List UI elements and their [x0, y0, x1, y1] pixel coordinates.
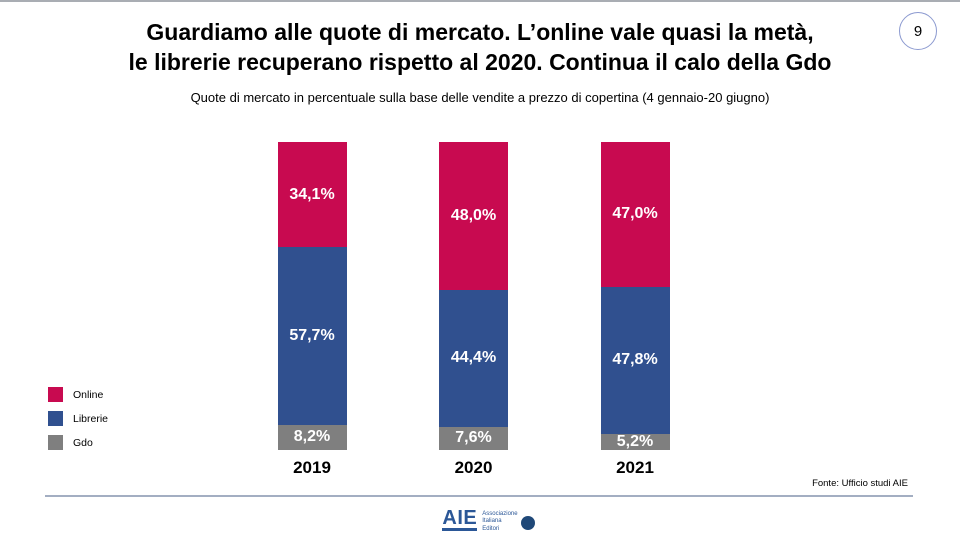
bar-2021: 47,0% 47,8% 5,2%	[600, 142, 670, 450]
bar-value-label-online-2020: 48,0%	[450, 206, 497, 224]
page-number-badge: 9	[899, 12, 937, 50]
legend-label-gdo: Gdo	[73, 436, 93, 449]
bar-2019: 34,1% 57,7% 8,2%	[277, 142, 347, 450]
aie-logo-name: Associazione Italiana Editori	[482, 510, 517, 533]
page-number: 9	[913, 22, 923, 40]
footer: AIE Associazione Italiana Editori	[0, 507, 960, 533]
bar-segment-librerie-2019: 57,7%	[277, 247, 347, 425]
aie-logo-acronym-block: AIE	[442, 507, 478, 531]
bar-segment-librerie-2021: 47,8%	[600, 286, 670, 434]
axis-category-label-2019: 2019	[293, 458, 331, 477]
bottom-divider	[45, 495, 913, 497]
bar-segment-gdo-2020: 7,6%	[439, 426, 508, 450]
chart-subtitle: Quote di mercato in percentuale sulla ba…	[190, 90, 770, 105]
legend-item-librerie: Librerie	[48, 411, 108, 426]
aie-logo-underline	[442, 528, 478, 531]
axis-category-label-2020: 2020	[454, 458, 493, 477]
aie-logo: AIE Associazione Italiana Editori	[442, 507, 535, 533]
bar-segment-gdo-2021: 5,2%	[600, 432, 670, 450]
aie-logo-acronym: AIE	[442, 507, 478, 529]
legend-item-online: Online	[48, 387, 108, 402]
legend-swatch-librerie	[48, 411, 63, 426]
bar-value-label-online-2019: 34,1%	[289, 185, 335, 203]
legend-label-librerie: Librerie	[73, 412, 109, 425]
bar-value-label-gdo-2019: 8,2%	[293, 428, 331, 446]
bar-value-label-gdo-2021: 5,2%	[616, 432, 654, 450]
legend-swatch-gdo	[48, 435, 63, 450]
aie-badge-icon	[520, 516, 535, 530]
bar-2020: 48,0% 44,4% 7,6%	[439, 142, 508, 450]
aie-logo-name-line3: Editori	[482, 525, 500, 532]
bar-value-label-online-2021: 47,0%	[612, 205, 658, 223]
bar-value-label-librerie-2021: 47,8%	[612, 351, 658, 369]
aie-logo-name-line1: Associazione	[482, 511, 518, 517]
source-note: Fonte: Ufficio studi AIE	[812, 478, 908, 489]
slide-title-line2: le librerie recuperano rispetto al 2020.…	[128, 49, 832, 75]
legend-swatch-online	[48, 387, 63, 402]
bar-segment-online-2021: 47,0%	[600, 142, 670, 287]
aie-logo-name-line2: Italiana	[482, 518, 502, 525]
slide-title-line1: Guardiamo alle quote di mercato. L’onlin…	[146, 19, 814, 45]
bar-segment-librerie-2020: 44,4%	[439, 289, 508, 427]
top-divider	[0, 0, 960, 2]
bar-value-label-gdo-2020: 7,6%	[455, 429, 492, 447]
legend-item-gdo: Gdo	[48, 435, 108, 450]
legend-label-online: Online	[73, 388, 104, 401]
bar-value-label-librerie-2020: 44,4%	[450, 349, 497, 367]
bar-segment-gdo-2019: 8,2%	[277, 424, 347, 450]
bar-segment-online-2020: 48,0%	[439, 142, 508, 290]
bar-segment-online-2019: 34,1%	[277, 142, 347, 248]
slide-title: Guardiamo alle quote di mercato. L’onlin…	[0, 17, 960, 77]
bar-value-label-librerie-2019: 57,7%	[289, 326, 335, 344]
chart-legend: Online Librerie Gdo	[48, 387, 108, 459]
axis-category-label-2021: 2021	[616, 458, 654, 477]
